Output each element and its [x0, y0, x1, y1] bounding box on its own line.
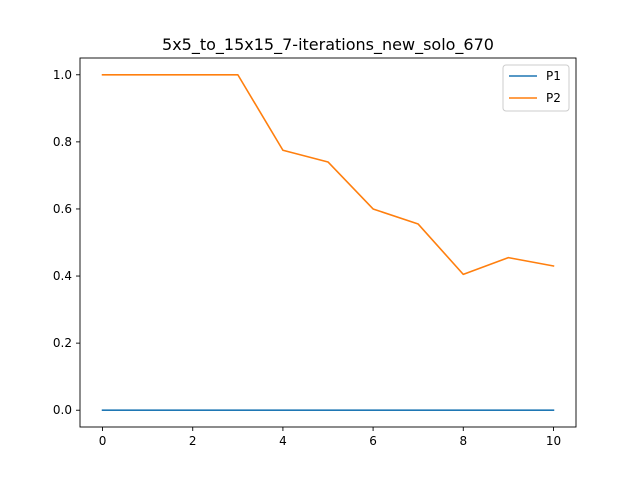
y-tick-label: 0.2: [53, 336, 72, 350]
y-tick-label: 0.6: [53, 202, 72, 216]
legend-label-p1: P1: [546, 69, 561, 83]
x-tick-label: 8: [459, 434, 467, 448]
y-tick-label: 0.4: [53, 269, 72, 283]
x-tick-label: 2: [189, 434, 197, 448]
x-tick-label: 6: [369, 434, 377, 448]
chart-title: 5x5_to_15x15_7-iterations_new_solo_670: [162, 35, 494, 55]
series-line-p2: [101, 73, 555, 276]
legend-label-p2: P2: [546, 91, 561, 105]
plot-area: 0 2 4 6 8 10 0.0 0.2 0.4 0.6 0.8 1.0 P1 P2: [53, 57, 577, 448]
y-tick-label: 1.0: [53, 68, 72, 82]
y-tick-label: 0.0: [53, 403, 72, 417]
axes-frame: [79, 57, 577, 428]
x-tick-label: 10: [546, 434, 561, 448]
y-tick-label: 0.8: [53, 135, 72, 149]
x-tick-label: 0: [99, 434, 107, 448]
x-tick-label: 4: [279, 434, 287, 448]
